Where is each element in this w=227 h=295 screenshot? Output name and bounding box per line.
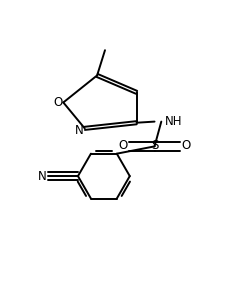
- Text: N: N: [37, 170, 46, 183]
- Text: O: O: [118, 139, 127, 152]
- Text: S: S: [150, 139, 158, 152]
- Text: N: N: [74, 124, 83, 137]
- Text: O: O: [53, 96, 62, 109]
- Text: O: O: [181, 139, 190, 152]
- Text: NH: NH: [164, 115, 181, 128]
